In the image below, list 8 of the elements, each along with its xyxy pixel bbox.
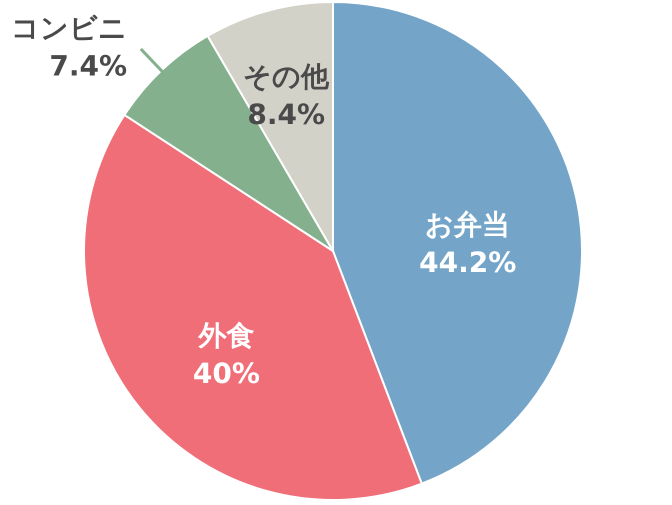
data-label: 44.2% [419,246,516,280]
slice-label: その他 [243,60,330,93]
data-label: 7.4% [49,49,128,82]
slice-label: お弁当 [425,208,510,242]
slice-label: 外食 [197,318,254,352]
slice-label: コンビニ [11,11,128,44]
data-label: 40% [192,356,260,390]
data-label: 8.4% [247,98,326,131]
